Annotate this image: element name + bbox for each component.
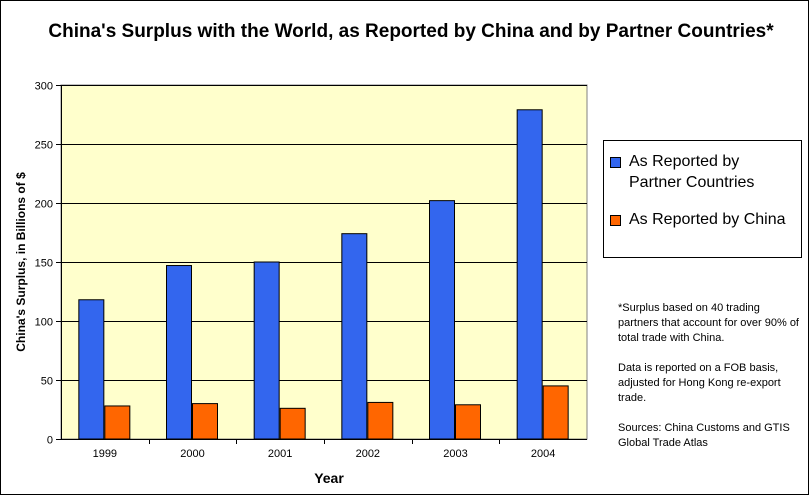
legend-item-china: As Reported by China xyxy=(610,209,786,230)
chart-title: China's Surplus with the World, as Repor… xyxy=(48,21,774,42)
note-surplus-basis: *Surplus based on 40 trading partners th… xyxy=(618,302,799,344)
bar-china-1999 xyxy=(104,405,131,440)
x-tick-label: 2003 xyxy=(443,448,467,460)
bar-partner-2004 xyxy=(516,109,543,440)
legend-label-china: As Reported by China xyxy=(629,211,786,228)
y-axis-label: China's Surplus, in Billions of $ xyxy=(14,172,28,352)
bar-china-2003 xyxy=(455,404,481,440)
y-tick-label: 200 xyxy=(35,199,53,211)
y-tick-label: 150 xyxy=(35,258,53,270)
chart-notes: *Surplus based on 40 trading partners th… xyxy=(618,301,803,466)
y-tick-label: 50 xyxy=(41,376,53,388)
y-tick-label: 250 xyxy=(35,140,53,152)
legend-label-partner: As Reported by Partner Countries xyxy=(629,153,755,191)
x-tick-label: 1999 xyxy=(93,448,117,460)
y-tick-label: 300 xyxy=(35,81,53,93)
x-tick-label: 2000 xyxy=(180,448,204,460)
x-axis-label: Year xyxy=(314,470,344,486)
bar-partner-2001 xyxy=(253,261,280,440)
legend-item-partner: As Reported by Partner Countries xyxy=(610,151,794,193)
x-tick-label: 2002 xyxy=(356,448,380,460)
x-tick-label: 2001 xyxy=(268,448,292,460)
bar-partner-2000 xyxy=(166,265,192,440)
y-tick-label: 0 xyxy=(47,435,53,447)
bar-partner-1999 xyxy=(78,299,105,440)
y-tick-label: 100 xyxy=(35,317,53,329)
x-tick-label: 2004 xyxy=(531,448,555,460)
legend-swatch-partner xyxy=(610,157,621,168)
legend-swatch-china xyxy=(610,215,621,226)
bar-china-2002 xyxy=(367,401,394,440)
bar-china-2001 xyxy=(279,407,306,440)
note-data-basis: Data is reported on a FOB basis, adjuste… xyxy=(618,362,781,404)
bar-partner-2003 xyxy=(429,200,455,440)
chart-legend: As Reported by Partner Countries As Repo… xyxy=(603,140,802,258)
note-sources: Sources: China Customs and GTIS Global T… xyxy=(618,422,790,449)
bar-china-2000 xyxy=(192,403,218,440)
bar-china-2004 xyxy=(542,385,569,440)
bar-partner-2002 xyxy=(341,233,368,440)
